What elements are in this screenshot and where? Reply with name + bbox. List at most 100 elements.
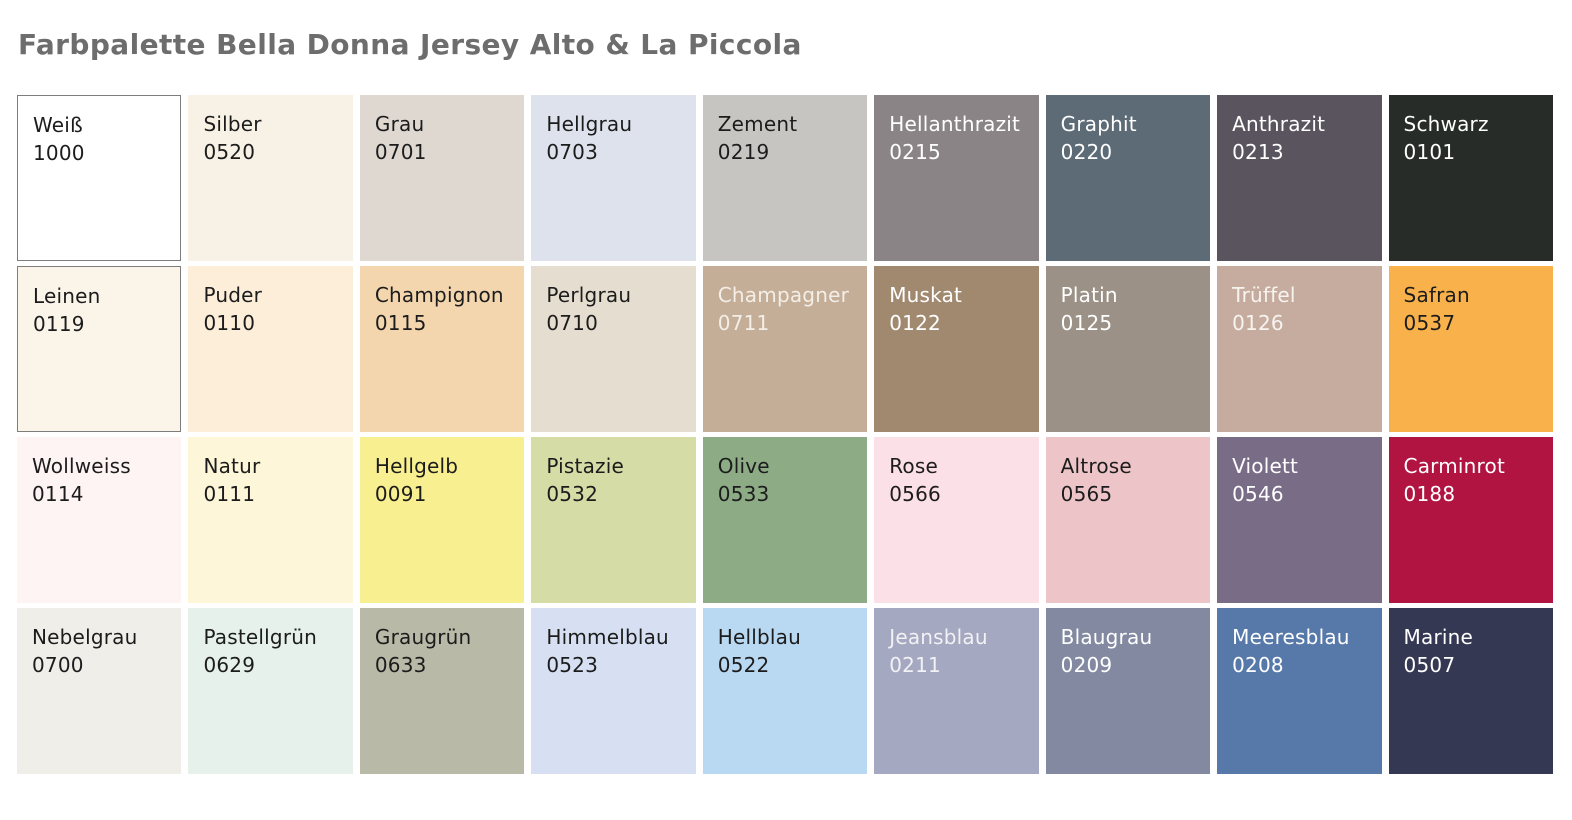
swatch-code: 1000 xyxy=(33,140,85,165)
swatch-name: Hellanthrazit xyxy=(889,112,1021,136)
swatch-name: Jeansblau xyxy=(889,625,988,649)
color-swatch: Champignon 0115 xyxy=(359,266,525,432)
swatch-name: Hellgelb xyxy=(374,454,459,478)
swatch-code: 0215 xyxy=(889,139,941,164)
color-swatch: Hellblau 0522 xyxy=(702,608,868,774)
swatch-code: 0219 xyxy=(717,139,770,164)
color-swatch: Graphit 0220 xyxy=(1045,95,1211,261)
swatch-name: Pastellgrün xyxy=(203,625,318,649)
swatch-code: 0208 xyxy=(1232,652,1284,677)
color-swatch: Wollweiss 0114 xyxy=(17,437,182,603)
swatch-code: 0114 xyxy=(32,481,84,506)
swatch-name: Natur xyxy=(203,454,261,478)
swatch-code: 0119 xyxy=(33,311,85,336)
color-swatch: Silber 0520 xyxy=(188,95,353,261)
swatch-name: Perlgrau xyxy=(546,283,632,307)
color-swatch: Jeansblau 0211 xyxy=(874,608,1039,774)
color-swatch: Violett 0546 xyxy=(1217,437,1382,603)
color-swatch: Blaugrau 0209 xyxy=(1045,608,1211,774)
swatch-name: Blaugrau xyxy=(1060,625,1153,649)
color-swatch: Safran 0537 xyxy=(1388,266,1553,432)
swatch-name: Violett xyxy=(1232,454,1299,478)
swatch-name: Rose xyxy=(889,454,938,478)
swatch-code: 0101 xyxy=(1403,139,1456,164)
color-swatch: Platin 0125 xyxy=(1045,266,1211,432)
swatch-name: Champagner xyxy=(717,283,849,307)
swatch-name: Puder xyxy=(203,283,263,307)
swatch-code: 0565 xyxy=(1060,481,1113,506)
swatch-name: Weiß xyxy=(33,113,83,137)
swatch-code: 0110 xyxy=(203,310,256,335)
color-swatch: Carminrot 0188 xyxy=(1388,437,1553,603)
color-swatch: Leinen 0119 xyxy=(17,266,182,432)
swatch-code: 0188 xyxy=(1403,481,1456,506)
swatch-code: 0537 xyxy=(1403,310,1456,335)
color-swatch: Perlgrau 0710 xyxy=(531,266,696,432)
color-swatch: Himmelblau 0523 xyxy=(531,608,696,774)
swatch-code: 0507 xyxy=(1403,652,1456,677)
swatch-name: Silber xyxy=(203,112,262,136)
swatch-code: 0220 xyxy=(1060,139,1113,164)
color-swatch: Rose 0566 xyxy=(874,437,1039,603)
color-swatch: Weiß 1000 xyxy=(17,95,182,261)
color-swatch: Nebelgrau 0700 xyxy=(17,608,182,774)
swatch-name: Altrose xyxy=(1060,454,1132,478)
swatch-name: Nebelgrau xyxy=(32,625,138,649)
color-swatch: Champagner 0711 xyxy=(702,266,868,432)
swatch-code: 0629 xyxy=(203,652,256,677)
swatch-code: 0522 xyxy=(717,652,770,677)
swatch-code: 0711 xyxy=(717,310,770,335)
color-swatch: Trüffel 0126 xyxy=(1217,266,1382,432)
page-title: Farbpalette Bella Donna Jersey Alto & La… xyxy=(18,28,802,61)
color-swatch: Altrose 0565 xyxy=(1045,437,1211,603)
swatch-name: Wollweiss xyxy=(32,454,131,478)
swatch-name: Himmelblau xyxy=(546,625,669,649)
swatch-name: Hellgrau xyxy=(546,112,633,136)
swatch-code: 0532 xyxy=(546,481,599,506)
swatch-name: Marine xyxy=(1403,625,1474,649)
color-swatch: Pistazie 0532 xyxy=(531,437,696,603)
color-swatch: Pastellgrün 0629 xyxy=(188,608,353,774)
swatch-code: 0701 xyxy=(374,139,427,164)
swatch-code: 0111 xyxy=(203,481,256,506)
color-swatch: Meeresblau 0208 xyxy=(1217,608,1382,774)
swatch-code: 0115 xyxy=(374,310,427,335)
swatch-name: Leinen xyxy=(33,284,101,308)
color-swatch: Olive 0533 xyxy=(702,437,868,603)
color-swatch: Hellgelb 0091 xyxy=(359,437,525,603)
swatch-name: Pistazie xyxy=(546,454,624,478)
color-swatch: Zement 0219 xyxy=(702,95,868,261)
color-swatch: Muskat 0122 xyxy=(874,266,1039,432)
swatch-code: 0700 xyxy=(32,652,84,677)
color-swatch: Puder 0110 xyxy=(188,266,353,432)
swatch-code: 0523 xyxy=(546,652,599,677)
swatch-code: 0091 xyxy=(374,481,427,506)
swatch-name: Grau xyxy=(374,112,425,136)
swatch-code: 0633 xyxy=(374,652,427,677)
swatch-code: 0209 xyxy=(1060,652,1113,677)
swatch-code: 0546 xyxy=(1232,481,1284,506)
swatch-name: Olive xyxy=(717,454,770,478)
swatch-code: 0533 xyxy=(717,481,770,506)
swatch-code: 0122 xyxy=(889,310,941,335)
swatch-name: Meeresblau xyxy=(1232,625,1350,649)
swatch-code: 0213 xyxy=(1232,139,1284,164)
swatch-name: Graugrün xyxy=(374,625,472,649)
swatch-code: 0125 xyxy=(1060,310,1113,335)
color-swatch: Anthrazit 0213 xyxy=(1217,95,1382,261)
swatch-name: Muskat xyxy=(889,283,963,307)
swatch-code: 0566 xyxy=(889,481,941,506)
swatch-name: Champignon xyxy=(374,283,504,307)
swatch-grid: Weiß 1000 Silber 0520 Grau 0701 Hellgrau… xyxy=(17,95,1553,774)
swatch-name: Anthrazit xyxy=(1232,112,1326,136)
swatch-name: Graphit xyxy=(1060,112,1137,136)
color-swatch: Marine 0507 xyxy=(1388,608,1553,774)
swatch-name: Zement xyxy=(717,112,798,136)
swatch-code: 0520 xyxy=(203,139,256,164)
swatch-code: 0211 xyxy=(889,652,941,677)
color-swatch: Hellanthrazit 0215 xyxy=(874,95,1039,261)
swatch-name: Safran xyxy=(1403,283,1470,307)
color-swatch: Natur 0111 xyxy=(188,437,353,603)
swatch-name: Schwarz xyxy=(1403,112,1489,136)
swatch-code: 0703 xyxy=(546,139,599,164)
